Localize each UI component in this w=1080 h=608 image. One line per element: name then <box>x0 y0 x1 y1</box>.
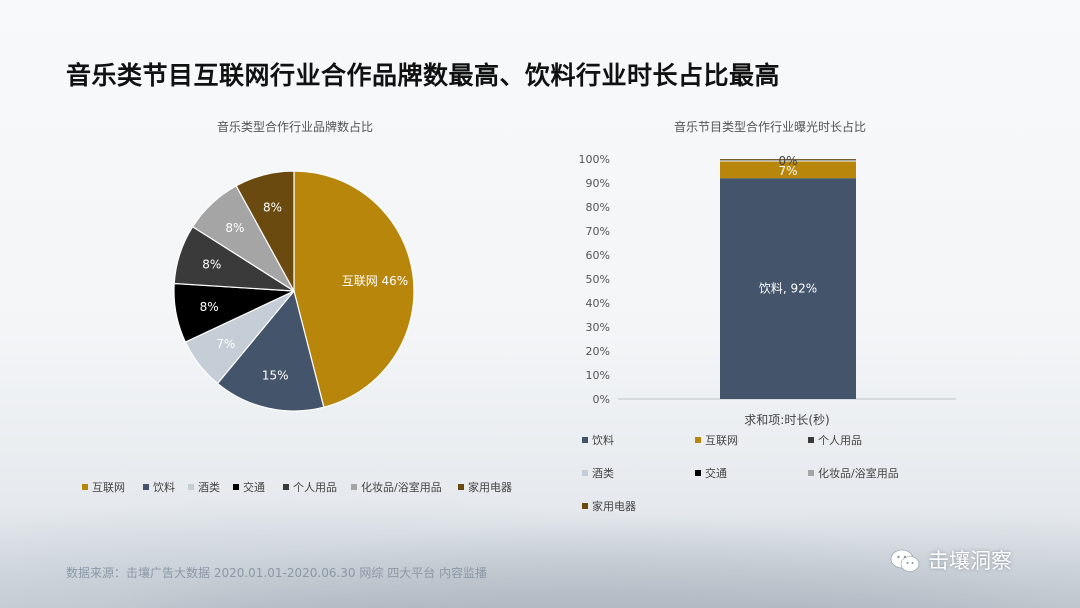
pie-slice-1 <box>216 289 325 412</box>
legend-label: 酒类 <box>198 481 220 494</box>
bar-legend-item-0: 饮料 <box>582 432 614 448</box>
legend-label: 互联网 <box>92 481 125 494</box>
legend-swatch <box>695 437 701 443</box>
wechat-icon <box>890 548 920 579</box>
x-axis-label: 求和项:时长(秒) <box>744 413 829 427</box>
legend-swatch <box>582 437 588 443</box>
bar-segment-2 <box>720 160 856 162</box>
y-tick-label-8: 80% <box>586 201 610 214</box>
legend-label: 饮料 <box>592 434 614 447</box>
y-tick-label-5: 50% <box>586 273 610 286</box>
pie-label-4: 8% <box>202 257 221 271</box>
y-tick-label-4: 40% <box>586 297 610 310</box>
pie-label-1: 15% <box>262 368 289 382</box>
bar-label-0: 饮料, 92% <box>759 282 817 296</box>
source-note: 数据来源：击壤广告大数据 2020.01.01-2020.06.30 网综 四大… <box>66 566 488 580</box>
legend-label: 个人用品 <box>293 481 337 494</box>
legend-swatch <box>143 484 149 490</box>
slide-title: 音乐类节目互联网行业合作品牌数最高、饮料行业时长占比最高 <box>66 61 781 90</box>
legend-swatch <box>233 484 239 490</box>
bar-segment-0 <box>720 178 856 399</box>
pie-legend-item-2: 酒类 <box>188 479 220 495</box>
legend-swatch <box>283 484 289 490</box>
legend-swatch <box>351 484 357 490</box>
pie-slice-6 <box>235 170 295 292</box>
brand-watermark: 击壤洞察 <box>890 545 1012 579</box>
pie-chart-title: 音乐类型合作行业品牌数占比 <box>216 120 373 134</box>
bar-segment-1 <box>720 161 856 179</box>
pie-slice-0 <box>293 170 415 408</box>
legend-swatch <box>582 470 588 476</box>
legend-swatch <box>82 484 88 490</box>
legend-label: 化妆品/浴室用品 <box>818 467 899 480</box>
y-tick-label-10: 100% <box>579 153 610 166</box>
pie-legend-item-6: 家用电器 <box>458 479 512 495</box>
legend-label: 互联网 <box>705 434 738 447</box>
legend-swatch <box>808 437 814 443</box>
y-tick-label-1: 10% <box>586 369 610 382</box>
pie-legend-item-0: 互联网 <box>82 479 125 495</box>
pie-label-2: 7% <box>216 337 235 351</box>
bar-legend-item-4: 交通 <box>695 465 727 481</box>
bar-label-1: 7% <box>778 164 797 178</box>
legend-label: 饮料 <box>153 481 175 494</box>
bar-legend-item-1: 互联网 <box>695 432 738 448</box>
pie-label-6: 8% <box>263 200 282 214</box>
pie-legend-item-1: 饮料 <box>143 479 175 495</box>
bar-legend-item-2: 个人用品 <box>808 432 862 448</box>
legend-swatch <box>458 484 464 490</box>
bar-legend-item-3: 酒类 <box>582 465 614 481</box>
y-tick-label-7: 70% <box>586 225 610 238</box>
bar-chart-title: 音乐节目类型合作行业曝光时长占比 <box>673 120 866 134</box>
bar-legend-item-6: 家用电器 <box>582 498 636 514</box>
legend-label: 家用电器 <box>468 481 512 494</box>
pie-legend-item-5: 化妆品/浴室用品 <box>351 479 442 495</box>
bar-label-6: 0% <box>778 154 797 168</box>
y-tick-label-6: 60% <box>586 249 610 262</box>
bar-segment-6 <box>720 159 856 160</box>
pie-label-0: 互联网 46% <box>342 274 409 288</box>
legend-label: 家用电器 <box>592 500 636 513</box>
legend-label: 交通 <box>243 481 265 494</box>
pie-legend-item-3: 交通 <box>233 479 265 495</box>
legend-label: 个人用品 <box>818 434 862 447</box>
y-tick-label-9: 90% <box>586 177 610 190</box>
pie-label-3: 8% <box>200 300 219 314</box>
y-tick-label-3: 30% <box>586 321 610 334</box>
legend-swatch <box>808 470 814 476</box>
legend-swatch <box>188 484 194 490</box>
legend-label: 酒类 <box>592 467 614 480</box>
legend-swatch <box>695 470 701 476</box>
pie-legend-item-4: 个人用品 <box>283 479 337 495</box>
legend-label: 交通 <box>705 467 727 480</box>
y-tick-label-2: 20% <box>586 345 610 358</box>
legend-label: 化妆品/浴室用品 <box>361 481 442 494</box>
y-tick-label-0: 0% <box>593 393 610 406</box>
bar-legend-item-5: 化妆品/浴室用品 <box>808 465 899 481</box>
legend-swatch <box>582 503 588 509</box>
brand-name: 击壤洞察 <box>928 549 1012 573</box>
pie-label-5: 8% <box>225 221 244 235</box>
